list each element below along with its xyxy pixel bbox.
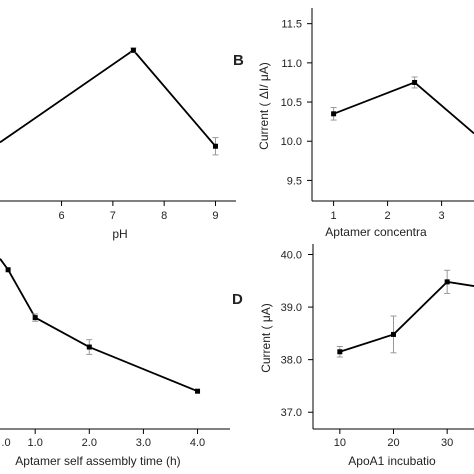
series-line (0, 258, 198, 393)
data-point (391, 331, 396, 337)
x-tick-label: 4.0 (190, 437, 205, 449)
y-tick-label: 38.0 (281, 355, 302, 367)
y-tick-label: 39.0 (281, 302, 302, 314)
y-axis-label: Current ( μA) (259, 303, 273, 373)
x-axis-label: Aptamer concentra (325, 225, 427, 239)
x-tick-label: 8 (161, 210, 167, 222)
data-point (32, 315, 38, 321)
panel-ph: 6 7 8 9 pH (0, 47, 236, 241)
y-tick-label: 40.0 (281, 250, 302, 262)
x-tick-label: 6 (59, 210, 65, 222)
data-point (86, 344, 92, 350)
y-tick-label: 9.5 (287, 175, 302, 187)
x-tick-label: 7 (110, 210, 116, 222)
panel-label: D (232, 291, 243, 308)
data-point (337, 349, 343, 355)
data-point (212, 143, 218, 149)
data-point (5, 267, 11, 273)
x-tick-label-partial: .0 (1, 437, 10, 449)
panel-self-assembly-time: 1.0 2.0 3.0 4.0 .0 Aptamer self assembly time… (0, 258, 230, 468)
x-tick-label: 30 (441, 437, 453, 449)
data-point (444, 279, 450, 285)
series-line (333, 81, 474, 135)
x-tick-label: 1 (331, 210, 337, 222)
x-tick-label: 3.0 (136, 437, 151, 449)
data-point (130, 47, 136, 53)
x-tick-label: 3 (439, 210, 445, 222)
x-tick-label: 9 (212, 210, 218, 222)
x-tick-label: 2 (385, 210, 391, 222)
x-axis-label: pH (112, 227, 127, 241)
x-tick-label: 2.0 (82, 437, 97, 449)
series-line (0, 49, 217, 147)
y-axis-label: Current ( ΔI/ μA) (257, 62, 271, 150)
panel-d-apoa1-incubation: 10 20 30 37.0 38.0 39.0 40.0 ApoA1 incubatio Cur… (232, 244, 474, 468)
panel-b-aptamer-concentration: 1 2 3 9.5 10.0 10.5 11.0 11.5 Aptamer concentra C… (233, 8, 474, 239)
panel-label: B (233, 52, 244, 69)
x-axis-label: ApoA1 incubatio (348, 454, 436, 468)
series-line (339, 280, 474, 353)
data-point (195, 388, 201, 394)
y-tick-label: 11.0 (281, 58, 302, 70)
x-axis-label: Aptamer self assembly time (h) (15, 454, 180, 468)
x-tick-label: 1.0 (28, 437, 43, 449)
y-tick-label: 37.0 (281, 407, 302, 419)
data-point (412, 79, 418, 85)
y-tick-label: 10.0 (281, 136, 302, 148)
x-tick-label: 20 (387, 437, 399, 449)
data-point (331, 111, 337, 117)
x-tick-label: 10 (334, 437, 346, 449)
y-tick-label: 11.5 (281, 19, 302, 31)
y-tick-label: 10.5 (281, 97, 302, 109)
